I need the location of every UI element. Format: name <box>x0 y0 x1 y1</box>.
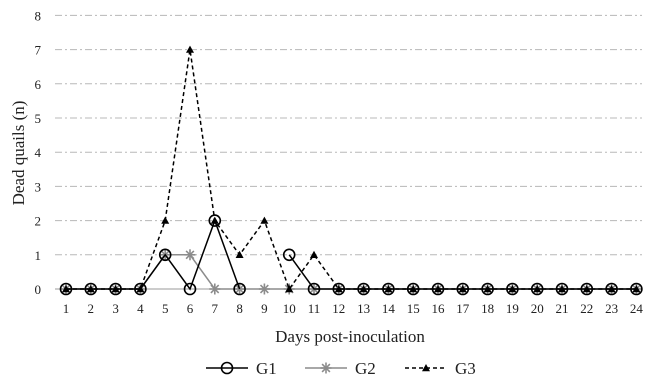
data-point-g3 <box>86 285 95 293</box>
y-tick-label: 8 <box>35 8 42 23</box>
x-tick-label: 6 <box>187 301 194 316</box>
data-point-g3 <box>508 285 517 293</box>
data-point-g3 <box>607 285 616 293</box>
data-point-g3 <box>334 285 343 293</box>
legend-marker <box>320 362 332 374</box>
data-point-g3 <box>136 285 145 293</box>
x-tick-label: 5 <box>162 301 169 316</box>
data-point-g2 <box>209 283 221 295</box>
gridlines <box>55 14 642 256</box>
x-tick-label: 22 <box>580 301 593 316</box>
x-tick-label: 13 <box>357 301 370 316</box>
x-tick-label: 11 <box>308 301 321 316</box>
x-tick-label: 9 <box>261 301 268 316</box>
y-tick-label: 4 <box>35 145 42 160</box>
legend-label: G3 <box>455 359 476 378</box>
x-tick-label: 21 <box>556 301 569 316</box>
data-point-g3 <box>210 216 219 224</box>
x-tick-label: 17 <box>456 301 470 316</box>
data-point-g3 <box>359 285 368 293</box>
legend-label: G1 <box>256 359 277 378</box>
y-tick-label: 5 <box>35 111 42 126</box>
x-tick-label: 1 <box>63 301 70 316</box>
series-g2 <box>60 249 642 295</box>
data-point-g3 <box>483 285 492 293</box>
x-axis-label: Days post-inoculation <box>275 327 425 346</box>
data-point-g1 <box>282 248 296 262</box>
data-point-g3 <box>111 285 120 293</box>
data-point-g1 <box>307 282 321 296</box>
data-point-g1 <box>134 282 147 296</box>
y-tick-labels: 0 1 2 3 4 5 6 7 8 <box>35 8 42 297</box>
x-tick-label: 10 <box>283 301 296 316</box>
x-tick-label: 3 <box>112 301 119 316</box>
series-line-g3 <box>66 49 637 291</box>
y-tick-label: 3 <box>35 179 42 194</box>
data-point-g1 <box>183 282 197 296</box>
data-point-g3 <box>186 45 194 53</box>
data-point-g2 <box>258 283 270 295</box>
data-point-g3 <box>582 285 591 293</box>
x-tick-label: 8 <box>236 301 243 316</box>
legend-item-g1: G1 <box>206 359 277 378</box>
x-tick-labels: 1 2 3 4 5 6 7 8 9 10 11 12 13 14 15 16 17 18 19 20 21 22 23 24 <box>63 301 644 316</box>
x-tick-label: 15 <box>407 301 420 316</box>
data-point-g3 <box>285 285 294 293</box>
x-tick-label: 18 <box>481 301 494 316</box>
data-point-g3 <box>632 285 641 293</box>
legend-item-g3: G3 <box>405 359 476 378</box>
data-point-g1 <box>332 282 346 296</box>
data-point-g1 <box>630 282 643 296</box>
data-point-g3 <box>409 285 418 293</box>
y-tick-label: 2 <box>35 214 42 229</box>
x-tick-label: 12 <box>332 301 345 316</box>
series-g3 <box>62 45 641 293</box>
data-point-g1 <box>158 248 172 262</box>
data-point-g1 <box>59 282 73 296</box>
data-point-g3 <box>161 216 170 224</box>
series-group <box>59 45 643 296</box>
legend-item-g2: G2 <box>305 359 376 378</box>
data-point-g3 <box>310 250 318 258</box>
x-tick-label: 7 <box>212 301 219 316</box>
data-point-g3 <box>558 285 566 293</box>
data-point-g3 <box>384 285 393 293</box>
data-point-g3 <box>434 285 442 293</box>
y-tick-label: 0 <box>35 282 42 297</box>
series-line-g1 <box>66 218 241 291</box>
legend-marker <box>422 364 430 372</box>
legend-label: G2 <box>355 359 376 378</box>
data-point-g3 <box>533 285 542 293</box>
data-point-g1 <box>233 282 246 296</box>
x-tick-label: 19 <box>506 301 519 316</box>
data-point-g2 <box>184 249 196 261</box>
x-tick-label: 14 <box>382 301 396 316</box>
y-tick-label: 7 <box>35 43 42 58</box>
data-point-g3 <box>458 285 467 293</box>
y-tick-label: 1 <box>35 248 42 263</box>
data-point-g3 <box>235 250 244 258</box>
x-tick-label: 20 <box>531 301 544 316</box>
y-tick-label: 6 <box>35 77 42 92</box>
data-point-g3 <box>260 216 269 224</box>
legend: G1 G2 G3 <box>206 359 476 378</box>
x-tick-label: 4 <box>137 301 144 316</box>
data-point-g1 <box>208 214 222 227</box>
y-axis-label: Dead quails (n) <box>9 101 28 206</box>
x-tick-label: 16 <box>432 301 446 316</box>
x-tick-label: 24 <box>630 301 644 316</box>
legend-marker <box>220 361 234 375</box>
data-point-g3 <box>62 285 70 293</box>
x-tick-label: 23 <box>605 301 618 316</box>
x-tick-label: 2 <box>88 301 95 316</box>
